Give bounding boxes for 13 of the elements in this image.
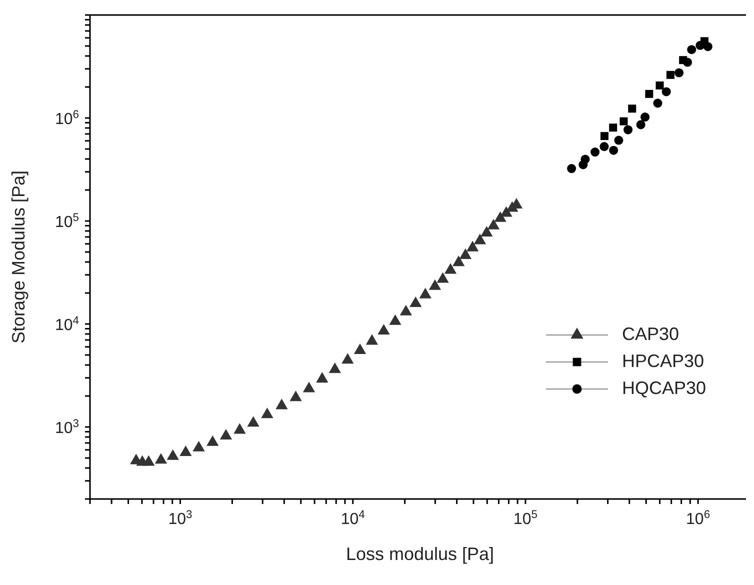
x-tick-label: 10$^{5}$ [513, 509, 538, 528]
legend-label: HPCAP30 [622, 351, 704, 372]
x-axis-title: Loss modulus [Pa] [346, 544, 494, 564]
legend-label: HQCAP30 [622, 378, 706, 399]
y-tick-label: 10$^{3}$ [54, 418, 79, 438]
y-tick-label: 10$^{6}$ [54, 109, 79, 128]
x-tick-label: 10$^{3}$ [168, 509, 192, 528]
y-axis-title: Storage Modulus [Pa] [8, 170, 28, 344]
x-tick-label: 10$^{6}$ [686, 509, 710, 528]
x-tick-label: 10$^{4}$ [340, 509, 365, 528]
legend-label: CAP30 [622, 324, 679, 345]
y-tick-label: 10$^{4}$ [54, 315, 79, 334]
y-tick-label: 10$^{5}$ [54, 212, 79, 232]
